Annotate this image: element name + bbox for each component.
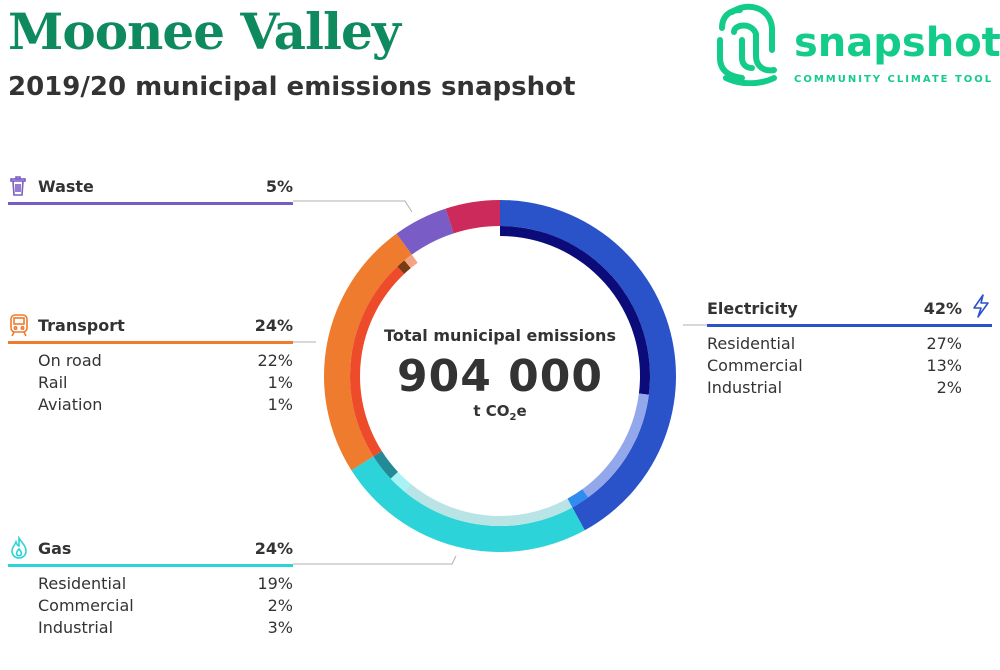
legend-gas-sub: Commercial 2% [8,592,293,615]
lightning-icon [973,294,989,318]
legend-electricity: Electricity 42% Residential 27% Commercia… [707,294,992,397]
flame-icon [11,536,27,559]
center-unit: t CO2e [370,402,630,423]
legend-gas-name: Gas [38,539,72,558]
sub-pct: 22% [257,351,293,370]
page-title: Moonee Valley [8,2,401,61]
inner-ring [349,226,651,526]
sub-label: Commercial [38,596,134,615]
sub-label: Industrial [38,618,114,637]
sub-pct: 27% [926,334,962,353]
sub-label: Residential [38,574,127,593]
subslice-gas-residential [404,483,573,526]
leader-lines [293,200,707,565]
legend-electricity-sub: Industrial 2% [707,374,962,397]
subslice-electricity-industrial [567,489,589,508]
slice-gas [351,456,585,553]
subslice-gas-industrial [373,451,398,479]
subslice-gas-commercial [390,471,411,492]
legend-transport-pct: 24% [254,316,293,335]
sub-label: On road [38,351,102,370]
leader-waste [293,200,413,213]
legend-transport-sub: On road 22% [8,347,293,370]
slice-transport [324,233,412,471]
legend-electricity-sub: Residential 27% [707,330,962,353]
outer-ring [324,200,677,553]
subslice-electricity-commercial [582,393,649,498]
sub-label: Industrial [707,378,783,397]
sub-pct: 1% [267,373,293,392]
legend-electricity-pct: 42% [923,299,962,318]
chart-center: Total municipal emissions 904 000 t CO2e [370,326,630,423]
legend-transport-header: Transport 24% [8,313,293,344]
legend-transport-sub: Aviation 1% [8,391,293,414]
slice-waste [396,208,454,255]
sub-pct: 13% [926,356,962,375]
subslice-transport-aviation [404,254,418,269]
legend-gas: Gas 24% Residential 19% Commercial 2% Indu… [8,536,293,637]
legend-electricity-name: Electricity [707,299,798,318]
logo-wordmark: snapshot [794,20,1000,66]
legend-waste-pct: 5% [265,177,293,196]
page-subtitle: 2019/20 municipal emissions snapshot [8,72,576,102]
legend-gas-header: Gas 24% [8,536,293,567]
legend-transport-sub: Rail 1% [8,369,293,392]
sub-pct: 2% [267,596,293,615]
train-icon [10,314,28,337]
subslice-transport-rail [397,260,411,274]
sub-label: Residential [707,334,796,353]
subslice-transport-on-road [349,266,405,457]
snapshot-logo: snapshot COMMUNITY CLIMATE TOOL [712,0,1000,92]
center-label: Total municipal emissions [384,326,616,345]
sub-pct: 1% [267,395,293,414]
trash-icon [10,176,26,196]
legend-waste-header: Waste 5% [8,174,293,205]
unit-suffix: e [516,402,527,420]
legend-waste: Waste 5% [8,174,293,205]
unit-prefix: t CO [473,402,510,420]
legend-waste-name: Waste [38,177,94,196]
unit-subscript: 2 [509,412,517,423]
sub-pct: 19% [257,574,293,593]
legend-electricity-sub: Commercial 13% [707,352,962,375]
sub-label: Aviation [38,395,103,414]
legend-transport: Transport 24% On road 22% Rail 1% Aviation… [8,313,293,414]
logo-tagline: COMMUNITY CLIMATE TOOL [794,74,994,85]
sub-label: Commercial [707,356,803,375]
legend-gas-sub: Residential 19% [8,570,293,593]
leader-gas [293,555,457,565]
fingerprint-logo-icon [717,3,777,86]
sub-pct: 3% [267,618,293,637]
legend-gas-sub: Industrial 3% [8,614,293,637]
slice-other [445,200,500,234]
sub-label: Rail [38,373,68,392]
legend-transport-name: Transport [38,316,125,335]
sub-pct: 2% [936,378,962,397]
legend-electricity-header: Electricity 42% [707,294,992,327]
legend-gas-pct: 24% [254,539,293,558]
slice-electricity [500,200,677,531]
center-total-value: 904 000 [396,351,603,402]
